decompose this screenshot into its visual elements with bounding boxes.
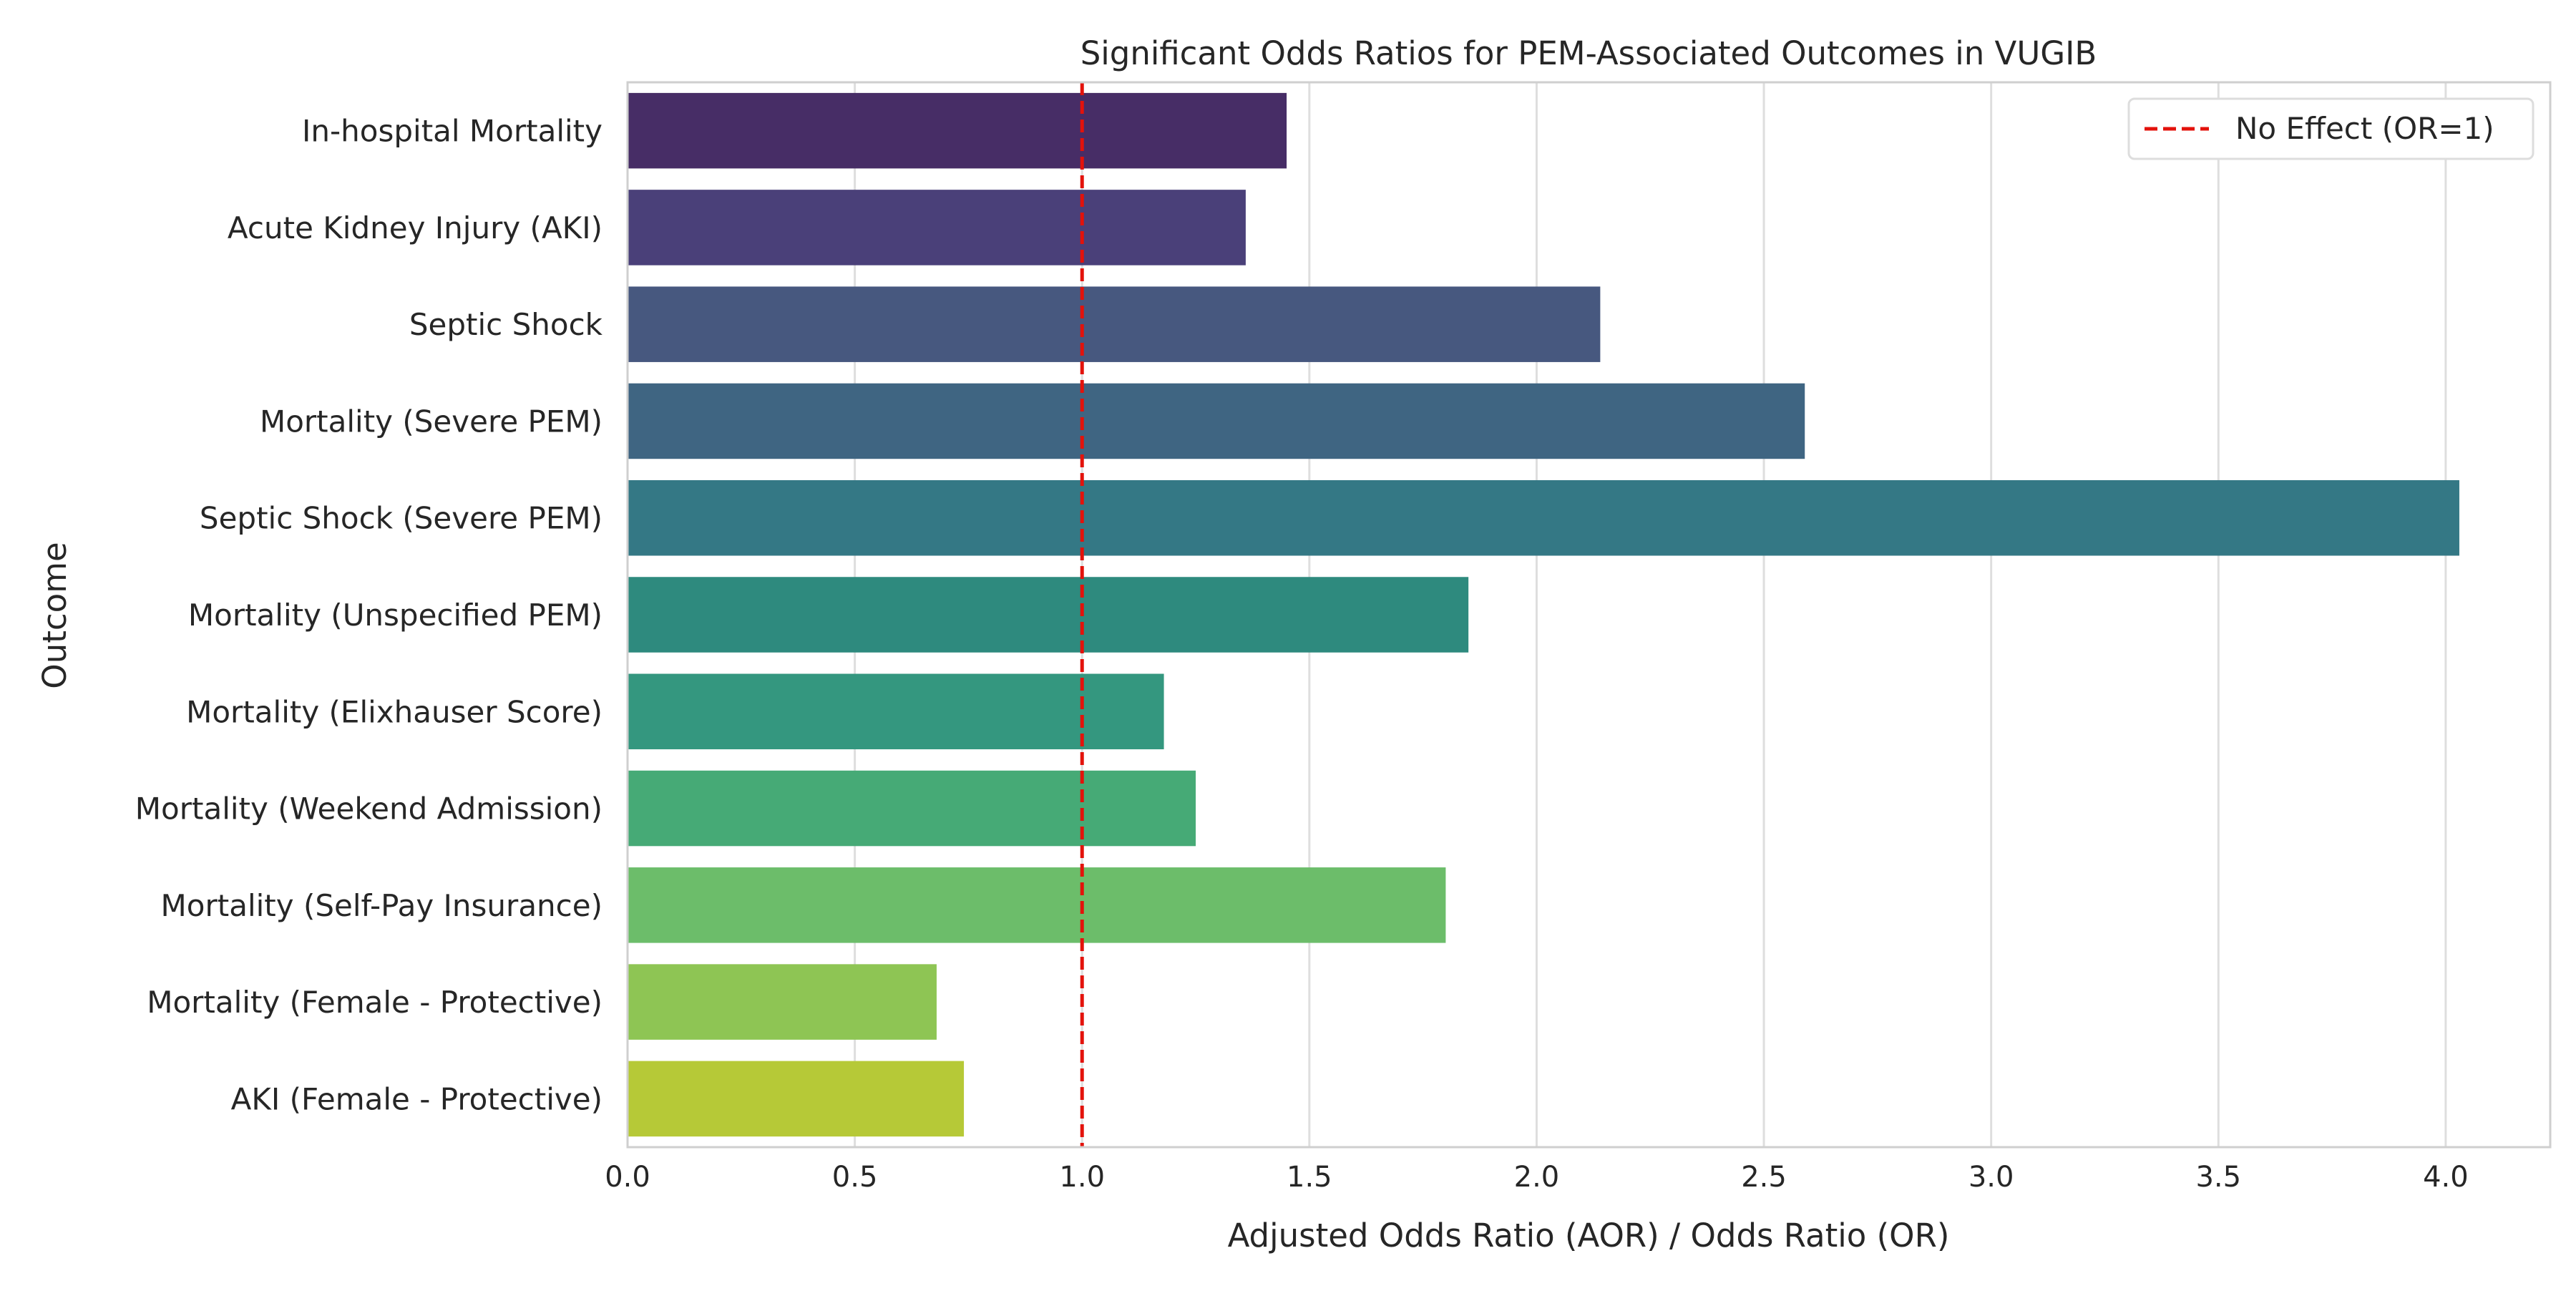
bar xyxy=(628,577,1469,653)
x-tick-label: 2.5 xyxy=(1741,1161,1787,1194)
chart-title: Significant Odds Ratios for PEM-Associat… xyxy=(1080,34,2097,72)
y-tick-label: AKI (Female - Protective) xyxy=(231,1081,602,1116)
x-tick-labels: 0.0 0.5 1.0 1.5 2.0 2.5 3.0 3.5 4.0 xyxy=(605,1161,2469,1194)
x-tick-label: 4.0 xyxy=(2423,1161,2469,1194)
legend: No Effect (OR=1) xyxy=(2127,97,2534,160)
y-tick-label: Mortality (Elixhauser Score) xyxy=(186,694,602,729)
bar xyxy=(628,964,937,1040)
x-axis-label: Adjusted Odds Ratio (AOR) / Odds Ratio (… xyxy=(1228,1217,1950,1255)
y-tick-label: Septic Shock xyxy=(409,307,603,342)
y-tick-label: Mortality (Self-Pay Insurance) xyxy=(161,888,602,923)
y-axis-label: Outcome xyxy=(36,542,74,688)
y-tick-label: Septic Shock (Severe PEM) xyxy=(200,501,602,536)
x-tick-label: 1.0 xyxy=(1059,1161,1105,1194)
bar xyxy=(628,190,1246,265)
bar xyxy=(628,867,1446,943)
x-tick-label: 2.0 xyxy=(1514,1161,1560,1194)
x-tick-label: 0.5 xyxy=(832,1161,878,1194)
y-tick-label: Mortality (Severe PEM) xyxy=(260,404,602,439)
bar xyxy=(628,770,1196,847)
bars-layer xyxy=(628,92,2459,1137)
x-tick-label: 1.5 xyxy=(1287,1161,1332,1194)
y-tick-label: Mortality (Female - Protective) xyxy=(147,985,602,1020)
bar xyxy=(628,1061,965,1137)
legend-box xyxy=(2127,97,2534,160)
y-tick-label: Mortality (Unspecified PEM) xyxy=(188,598,602,633)
x-tick-label: 0.0 xyxy=(605,1161,650,1194)
y-tick-label: Acute Kidney Injury (AKI) xyxy=(228,210,602,245)
y-tick-label: In-hospital Mortality xyxy=(302,114,602,149)
bar xyxy=(628,92,1287,169)
bar xyxy=(628,286,1601,362)
bar xyxy=(628,383,1805,459)
legend-label: No Effect (OR=1) xyxy=(2235,111,2494,146)
plot-frame xyxy=(626,81,2552,1149)
y-tick-labels: In-hospital Mortality Acute Kidney Injury… xyxy=(135,114,603,1117)
x-tick-label: 3.5 xyxy=(2195,1161,2241,1194)
bar xyxy=(628,479,2459,556)
bar xyxy=(628,673,1164,750)
x-tick-label: 3.0 xyxy=(1968,1161,2014,1194)
y-tick-label: Mortality (Weekend Admission) xyxy=(135,791,602,827)
